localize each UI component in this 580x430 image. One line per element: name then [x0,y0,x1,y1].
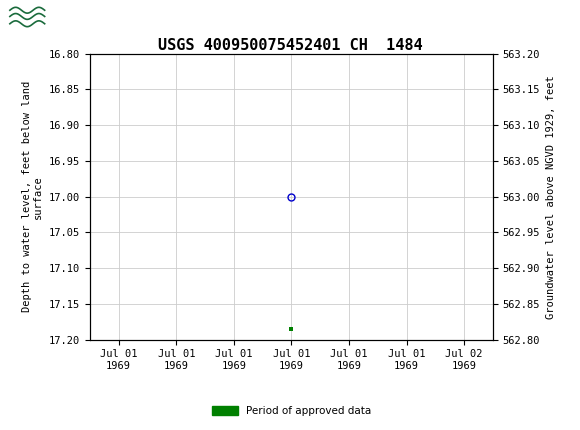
FancyBboxPatch shape [7,6,48,31]
Text: USGS 400950075452401 CH  1484: USGS 400950075452401 CH 1484 [158,38,422,52]
Y-axis label: Depth to water level, feet below land
surface: Depth to water level, feet below land su… [22,81,44,312]
Text: USGS: USGS [52,9,107,27]
Legend: Period of approved data: Period of approved data [208,402,375,420]
Y-axis label: Groundwater level above NGVD 1929, feet: Groundwater level above NGVD 1929, feet [546,75,556,319]
